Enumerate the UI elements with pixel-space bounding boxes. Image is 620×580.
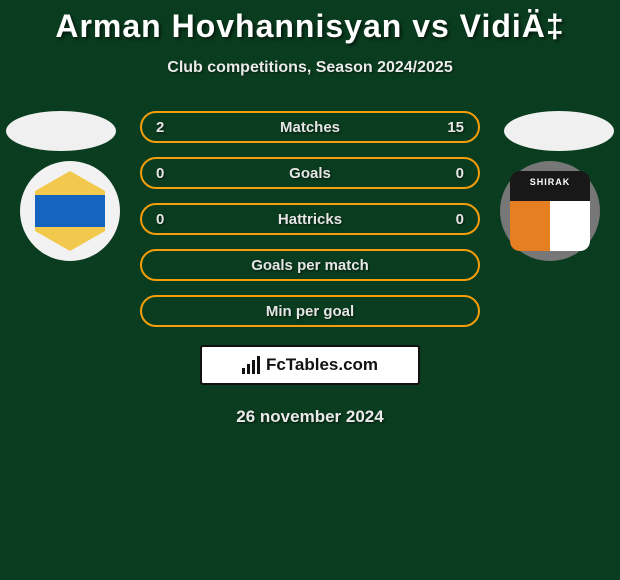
stat-row-goals: 0 Goals 0 [140, 157, 480, 189]
stat-row-matches: 2 Matches 15 [140, 111, 480, 143]
team-badge-left [20, 161, 120, 261]
bar-chart-icon [242, 356, 260, 374]
stat-left-value: 2 [156, 119, 176, 136]
stat-label: Hattricks [142, 211, 478, 228]
comparison-card: Arman Hovhannisyan vs VidiÄ‡ Club compet… [0, 0, 620, 427]
team-crest-right-icon: SHIRAK [510, 171, 590, 251]
stats-area: SHIRAK 2 Matches 15 0 Goals 0 0 Hattrick… [0, 111, 620, 427]
stat-label: Goals [142, 165, 478, 182]
date-text: 26 november 2024 [0, 407, 620, 427]
branding-box[interactable]: FcTables.com [200, 345, 420, 385]
stat-label: Min per goal [142, 303, 478, 320]
branding-text: FcTables.com [266, 355, 378, 375]
page-title: Arman Hovhannisyan vs VidiÄ‡ [0, 8, 620, 45]
stat-label: Matches [142, 119, 478, 136]
stat-row-goals-per-match: Goals per match [140, 249, 480, 281]
stat-left-value: 0 [156, 165, 176, 182]
stat-row-hattricks: 0 Hattricks 0 [140, 203, 480, 235]
team-crest-left-icon [35, 171, 105, 251]
player-name-oval-left [6, 111, 116, 151]
stat-right-value: 15 [444, 119, 464, 136]
stat-right-value: 0 [444, 165, 464, 182]
stat-left-value: 0 [156, 211, 176, 228]
stat-right-value: 0 [444, 211, 464, 228]
stat-rows: 2 Matches 15 0 Goals 0 0 Hattricks 0 Goa… [140, 111, 480, 327]
stat-row-min-per-goal: Min per goal [140, 295, 480, 327]
page-subtitle: Club competitions, Season 2024/2025 [0, 59, 620, 77]
stat-label: Goals per match [142, 257, 478, 274]
team-crest-right-text: SHIRAK [510, 177, 590, 187]
team-badge-right: SHIRAK [500, 161, 600, 261]
player-name-oval-right [504, 111, 614, 151]
